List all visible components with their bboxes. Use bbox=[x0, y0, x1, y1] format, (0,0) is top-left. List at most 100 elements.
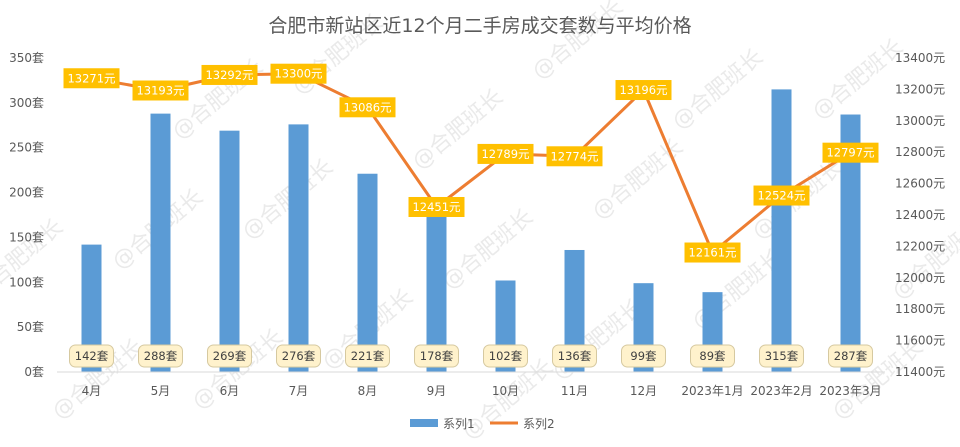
line-data-label-box bbox=[201, 64, 258, 85]
left-axis-tick-label: 200套 bbox=[9, 186, 44, 200]
line-data-label-box bbox=[546, 146, 603, 167]
bar-data-label-box bbox=[414, 344, 459, 368]
watermark-text: @合肥班长 bbox=[588, 135, 688, 225]
right-axis-tick-label: 12600元 bbox=[895, 177, 945, 191]
line-data-label-box bbox=[270, 63, 327, 84]
right-axis-tick-label: 13200元 bbox=[895, 82, 945, 96]
bar bbox=[357, 173, 378, 372]
line-data-label: 13300元 bbox=[274, 67, 323, 81]
bar bbox=[219, 130, 240, 372]
x-axis-tick-label: 10月 bbox=[492, 384, 519, 398]
x-axis-tick-label: 2023年3月 bbox=[819, 384, 881, 398]
bar-data-label: 269套 bbox=[213, 349, 247, 363]
left-axis-tick-label: 100套 bbox=[9, 275, 44, 289]
line-data-label: 12524元 bbox=[757, 189, 806, 203]
left-axis-tick-label: 300套 bbox=[9, 96, 44, 110]
line-data-label: 13196元 bbox=[619, 83, 668, 97]
bar-data-label-box bbox=[138, 344, 183, 368]
line-data-label: 12797元 bbox=[826, 146, 875, 160]
bar-data-label: 142套 bbox=[75, 349, 109, 363]
right-axis-tick-label: 12000元 bbox=[895, 271, 945, 285]
bar bbox=[150, 113, 171, 372]
line-data-label-box bbox=[615, 80, 672, 101]
line-data-label: 13292元 bbox=[205, 68, 254, 82]
right-axis-tick-label: 12200元 bbox=[895, 239, 945, 253]
left-axis-tick-label: 50套 bbox=[17, 320, 44, 334]
bar-data-label-box bbox=[621, 344, 666, 368]
bar-data-label: 276套 bbox=[282, 349, 316, 363]
legend-label: 系列1 bbox=[443, 417, 475, 431]
legend: 系列1 系列2 bbox=[410, 417, 555, 431]
right-axis-tick-label: 11400元 bbox=[895, 365, 945, 379]
bar-data-label: 102套 bbox=[489, 349, 523, 363]
bar-data-label-box bbox=[276, 344, 321, 368]
watermark-text: @合肥班长 bbox=[438, 205, 538, 295]
line-data-label-box bbox=[753, 185, 810, 206]
watermark-text: @合肥班长 bbox=[888, 215, 960, 305]
x-axis-tick-label: 7月 bbox=[289, 384, 309, 398]
x-axis-tick-label: 5月 bbox=[151, 384, 171, 398]
bar-data-label: 315套 bbox=[765, 349, 799, 363]
right-axis: 11400元 11600元 11800元 12000元 12200元 12400元 1260… bbox=[895, 51, 945, 379]
bar-data-label: 288套 bbox=[144, 349, 178, 363]
left-axis: 0套 50套 100套 150套 200套 250套 300套 350套 bbox=[9, 51, 44, 379]
bar-data-label: 221套 bbox=[351, 349, 385, 363]
chart-title: 合肥市新站区近12个月二手房成交套数与平均价格 bbox=[268, 15, 691, 37]
right-axis-tick-label: 12800元 bbox=[895, 145, 945, 159]
bar-data-label: 99套 bbox=[630, 349, 657, 363]
x-axis-tick-label: 9月 bbox=[427, 384, 447, 398]
x-axis-tick-label: 6月 bbox=[220, 384, 240, 398]
bar bbox=[426, 212, 447, 372]
bar-data-label-box bbox=[483, 344, 528, 368]
x-axis-tick-label: 12月 bbox=[630, 384, 657, 398]
right-axis-tick-label: 13000元 bbox=[895, 114, 945, 128]
right-axis-tick-label: 11800元 bbox=[895, 302, 945, 316]
line-data-label-box bbox=[132, 80, 189, 101]
line-data-label: 12451元 bbox=[412, 200, 461, 214]
x-axis-tick-label: 11月 bbox=[561, 384, 588, 398]
line-data-label-box bbox=[684, 242, 741, 263]
line-data-label-box bbox=[339, 97, 396, 118]
line-data-label: 13271元 bbox=[67, 71, 116, 85]
line-data-label-box bbox=[822, 142, 879, 163]
left-axis-tick-label: 0套 bbox=[24, 365, 44, 379]
line-data-label: 13086元 bbox=[343, 100, 392, 114]
line-data-label: 13193元 bbox=[136, 83, 185, 97]
bar-data-label: 178套 bbox=[420, 349, 454, 363]
bar-series bbox=[81, 89, 861, 373]
bar-data-label-box bbox=[69, 344, 114, 368]
x-axis: 4月 5月 6月 7月 8月 9月 10月 11月 12月 2023年1月 2023年2月 2023年… bbox=[57, 371, 885, 398]
right-axis-tick-label: 12400元 bbox=[895, 208, 945, 222]
x-axis-tick-label: 4月 bbox=[82, 384, 102, 398]
bar-data-label-box bbox=[552, 344, 597, 368]
line-data-label-box bbox=[408, 196, 465, 217]
watermark-text: @合肥班长 bbox=[548, 295, 648, 385]
bar bbox=[771, 89, 792, 373]
line-data-label: 12789元 bbox=[481, 147, 530, 161]
left-axis-tick-label: 250套 bbox=[9, 141, 44, 155]
bar-data-labels: 142套 288套 269套 276套 221套 178套 102套 136套 99套 89套 31… bbox=[69, 344, 873, 368]
bar-data-label-box bbox=[828, 344, 873, 368]
watermark-text: @合肥班长 bbox=[668, 45, 768, 135]
line-data-label-box bbox=[477, 143, 534, 164]
bar-data-label: 89套 bbox=[699, 349, 726, 363]
bar-data-label-box bbox=[207, 344, 252, 368]
line-data-label: 12161元 bbox=[688, 246, 737, 260]
bar-data-label: 287套 bbox=[834, 349, 868, 363]
x-axis-tick-label: 2023年1月 bbox=[681, 384, 743, 398]
line-data-labels: 13271元 13193元 13292元 13300元 13086元 12451元 1278… bbox=[63, 63, 879, 263]
right-axis-tick-label: 11600元 bbox=[895, 334, 945, 348]
bar-data-label-box bbox=[345, 344, 390, 368]
x-axis-tick-label: 2023年2月 bbox=[750, 384, 812, 398]
watermark-text: @合肥班长 bbox=[528, 0, 628, 85]
line-data-label-box bbox=[63, 68, 120, 89]
bar-data-label-box bbox=[759, 344, 804, 368]
legend-label: 系列2 bbox=[523, 417, 555, 431]
right-axis-tick-label: 13400元 bbox=[895, 51, 945, 65]
bar bbox=[564, 249, 585, 372]
line-data-label: 12774元 bbox=[550, 149, 599, 163]
watermark-text: @合肥班长 bbox=[238, 155, 338, 245]
